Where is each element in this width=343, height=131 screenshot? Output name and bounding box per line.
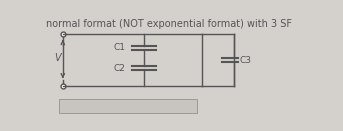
Text: C2: C2 [114,64,125,73]
Text: V: V [54,53,61,63]
Text: C3: C3 [239,56,251,65]
Text: normal format (NOT exponential format) with 3 SF: normal format (NOT exponential format) w… [46,19,292,29]
Bar [59,99,197,113]
Text: C1: C1 [113,43,125,53]
